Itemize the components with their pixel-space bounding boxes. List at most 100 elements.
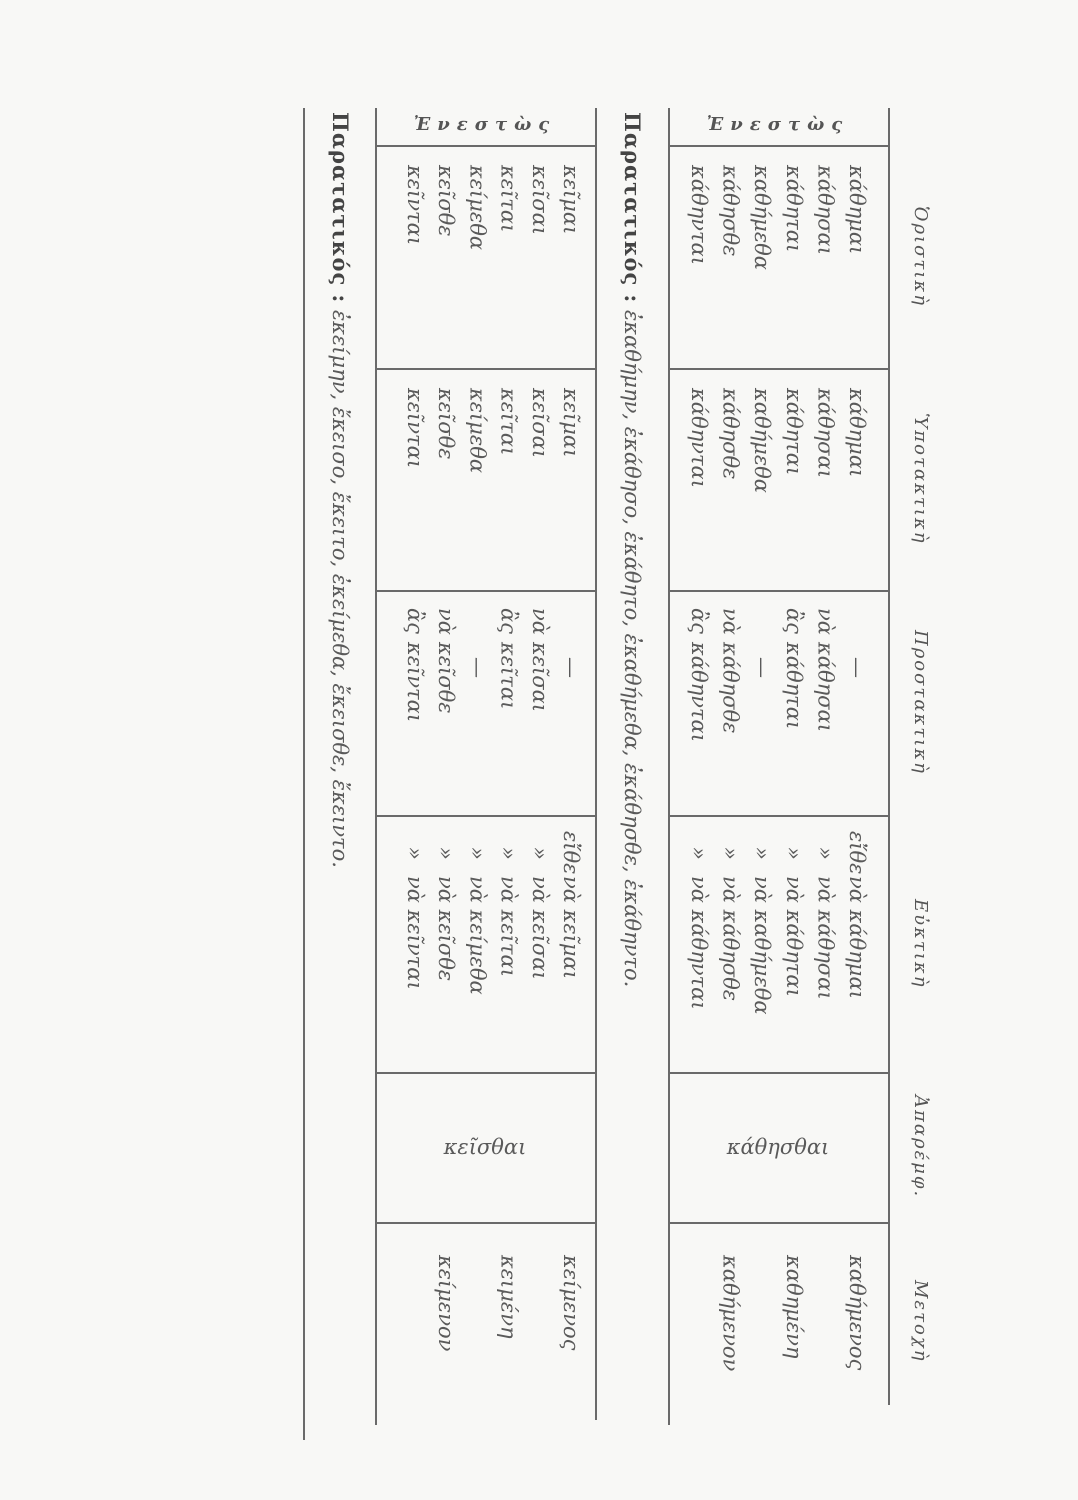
ypotaktiki-form: κεῖσαι <box>527 388 552 459</box>
ypotaktiki-form: κάθηνται <box>687 388 711 488</box>
column-header: Ἀπαρέμφ. <box>910 1095 931 1199</box>
verb: — <box>845 656 869 678</box>
prostaktiki-form: νὰ κεῖσθε <box>430 608 462 726</box>
column-header: Εὐκτικὴ <box>910 898 931 989</box>
prostaktiki-form: ἂς κάθηται <box>778 608 810 729</box>
verb: — <box>559 656 583 678</box>
tense-label: Ἐνεστὼς <box>706 114 850 135</box>
verb: κεῖνται <box>403 642 427 723</box>
column-rule <box>668 815 888 817</box>
metochi-form: κείμενον <box>434 1255 459 1352</box>
verb: — <box>750 656 775 678</box>
table-border <box>888 108 890 1405</box>
oristiki-form: κάθησαι <box>813 165 838 255</box>
oristiki-form: κεῖμαι <box>559 165 583 235</box>
prostaktiki-form: ἂς κεῖνται <box>399 608 431 726</box>
column-rule <box>668 590 888 592</box>
prostaktiki-form: νὰ κάθησθε <box>715 608 747 733</box>
table-border <box>375 108 377 1425</box>
ypotaktiki-form: κάθηται <box>781 388 806 476</box>
euktiki-form: » νὰ κάθηται <box>778 830 810 997</box>
particle: νὰ <box>527 608 552 635</box>
prostaktiki-form: — <box>746 608 778 726</box>
euktiki-form: » νὰ καθήμεθα <box>746 830 778 1015</box>
column-rule <box>668 1222 888 1224</box>
verb: κεῖσαι <box>527 642 552 713</box>
verb: νὰ κεῖμαι <box>559 876 583 979</box>
verb: κεῖσθε <box>434 642 459 714</box>
ypotaktiki-form: κεῖται <box>496 388 521 456</box>
particle: » <box>403 846 427 860</box>
ypotaktiki-form: κεῖνται <box>403 388 427 469</box>
column-header: Ὁριστικὴ <box>910 206 931 307</box>
verb: κάθησθε <box>718 642 743 734</box>
metochi-form: καθήμενος <box>845 1255 869 1371</box>
particle: εἴθε <box>845 831 869 875</box>
prostaktiki-form: νὰ κάθησαι <box>809 608 841 732</box>
particle: » <box>465 846 490 860</box>
column-rule <box>375 368 595 370</box>
table-border <box>668 108 670 1425</box>
oristiki-form: κάθησθε <box>718 165 743 257</box>
verb: κάθηνται <box>687 642 711 742</box>
verb: νὰ κάθημαι <box>845 876 869 999</box>
particle: » <box>750 846 775 860</box>
column-rule <box>668 145 888 147</box>
euktiki-form: » νὰ κάθηνται <box>683 830 715 1010</box>
column-rule <box>668 368 888 370</box>
verb: νὰ κάθηνται <box>687 876 711 1010</box>
column-rule <box>375 590 595 592</box>
verb: νὰ κεῖσαι <box>527 876 552 980</box>
oristiki-form: καθήμεθα <box>750 165 775 270</box>
euktiki-form: εἴθενὰ κάθημαι <box>841 830 873 999</box>
ypotaktiki-form: κάθησαι <box>813 388 838 478</box>
metochi-form: καθήμενον <box>718 1255 743 1372</box>
verb: νὰ κεῖται <box>496 876 521 977</box>
caption-forms: ἐκαθήμην, ἐκάθησο, ἐκάθητο, ἐκαθήμεθα, ἐ… <box>620 309 644 988</box>
particle: νὰ <box>434 608 459 635</box>
euktiki-form: » νὰ κείμεθα <box>461 830 493 995</box>
verb: νὰ καθήμεθα <box>750 876 775 1015</box>
column-rule <box>375 1222 595 1224</box>
table-border <box>595 108 597 1420</box>
particle: ἂς <box>403 608 427 634</box>
particle: ἂς <box>781 608 806 634</box>
ypotaktiki-form: κάθησθε <box>718 388 743 480</box>
euktiki-form: » νὰ κεῖσαι <box>524 830 556 980</box>
column-rule <box>375 145 595 147</box>
ypotaktiki-form: κεῖσθε <box>434 388 459 460</box>
particle: » <box>527 846 552 860</box>
caption-forms: ἐκείμην, ἔκεισο, ἔκειτο, ἐκείμεθα, ἔκεισ… <box>328 309 352 868</box>
verb: νὰ κεῖσθε <box>434 876 459 982</box>
oristiki-form: κείμεθα <box>465 165 490 251</box>
caption-label: Παρατατικός : <box>620 112 645 304</box>
prostaktiki-form: νὰ κεῖσαι <box>524 608 556 726</box>
aparemfato-form: κεῖσθαι <box>443 1135 527 1159</box>
ypotaktiki-form: καθήμεθα <box>750 388 775 493</box>
column-header: Μετοχὴ <box>910 1279 931 1363</box>
oristiki-form: κάθηνται <box>687 165 711 265</box>
verb: νὰ κάθηται <box>781 876 806 997</box>
particle: » <box>434 846 459 860</box>
verb: νὰ κεῖνται <box>403 876 427 990</box>
verb: — <box>465 656 490 678</box>
euktiki-form: » νὰ κάθησαι <box>809 830 841 1000</box>
euktiki-form: εἴθενὰ κεῖμαι <box>555 830 587 979</box>
oristiki-form: κεῖται <box>496 165 521 233</box>
oristiki-form: κάθημαι <box>845 165 869 255</box>
particle: εἴθε <box>559 831 583 875</box>
euktiki-form: » νὰ κεῖσθε <box>430 830 462 982</box>
verb: κεῖται <box>496 642 521 710</box>
particle: νὰ <box>813 608 838 635</box>
ypotaktiki-form: κάθημαι <box>845 388 869 478</box>
euktiki-form: » νὰ κεῖνται <box>399 830 431 990</box>
particle: » <box>781 846 806 860</box>
verb: νὰ κείμεθα <box>465 876 490 995</box>
ypotaktiki-form: κεῖμαι <box>559 388 583 458</box>
particle: » <box>718 846 743 860</box>
particle: » <box>496 846 521 860</box>
oristiki-form: κεῖνται <box>403 165 427 246</box>
metochi-form: κείμενος <box>559 1255 583 1351</box>
metochi-form: καθημένη <box>781 1255 806 1359</box>
paratatikos-caption: Παρατατικός : ἐκαθήμην, ἐκάθησο, ἐκάθητο… <box>615 112 649 987</box>
